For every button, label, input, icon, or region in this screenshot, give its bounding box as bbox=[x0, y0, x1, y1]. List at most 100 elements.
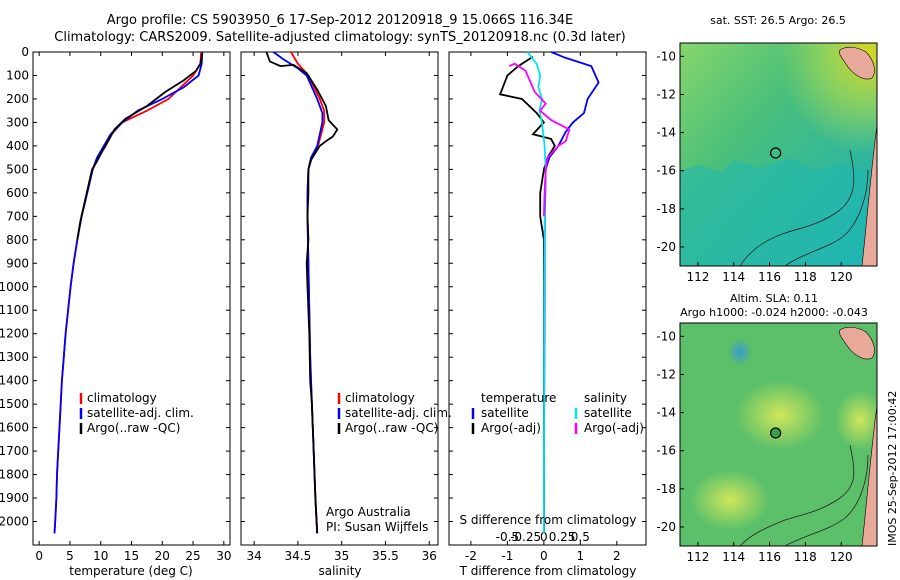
map-x-tick-label: 120 bbox=[830, 550, 853, 564]
sst-map-frame bbox=[679, 42, 878, 267]
sla-land bbox=[839, 326, 875, 360]
y-tick-label: 1100 bbox=[0, 303, 29, 317]
legend-label: Argo(-adj) bbox=[481, 421, 541, 435]
series-line-climatology bbox=[53, 51, 202, 534]
series-line-argo-raw-qc- bbox=[265, 51, 339, 534]
s-difference-axis: -0.5-0.250 0.250.5 bbox=[496, 530, 590, 544]
sla-high-region-east bbox=[835, 390, 877, 450]
x-tick-label: 36 bbox=[422, 549, 437, 563]
x-tick-label: 10 bbox=[93, 549, 108, 563]
sla-argo-position-marker bbox=[770, 427, 782, 439]
map-y-tick-label: -14 bbox=[656, 126, 676, 140]
legend-label: Argo(..raw -QC) bbox=[87, 421, 180, 435]
x-tick-label: 25 bbox=[185, 549, 200, 563]
sla-map-title: Altim. SLA: 0.11 bbox=[730, 292, 818, 305]
imos-credit: IMOS 25-Sep-2012 17:00:42 bbox=[886, 391, 899, 546]
map-x-tick-label: 116 bbox=[758, 550, 781, 564]
map-x-tick-label: 118 bbox=[794, 550, 817, 564]
s-tick-label: 0 bbox=[540, 530, 548, 544]
x-tick-label: 5 bbox=[66, 549, 74, 563]
salinity-axis: 34 34.5 35 35.5 36 bbox=[246, 52, 437, 563]
y-tick-label: 700 bbox=[6, 209, 29, 223]
s-tick-label: 0.5 bbox=[571, 530, 590, 544]
map-y-tick-label: -20 bbox=[656, 240, 676, 254]
sst-land bbox=[839, 46, 875, 80]
map-y-tick-label: -18 bbox=[656, 482, 676, 496]
y-tick-label: 500 bbox=[6, 162, 29, 176]
legend-label: Argo(-adj) bbox=[584, 421, 644, 435]
legend-label: Argo(..raw -QC) bbox=[345, 421, 438, 435]
x-tick-label: 35 bbox=[334, 549, 349, 563]
series-line-salinity-satellite bbox=[526, 51, 547, 534]
sla-map-frame bbox=[679, 322, 878, 547]
x-tick-label: 0 bbox=[35, 549, 43, 563]
x-tick-label: -1 bbox=[501, 549, 513, 563]
x-tick-label: -2 bbox=[465, 549, 477, 563]
map-y-tick-label: -20 bbox=[656, 520, 676, 534]
difference-panel: -2 -1 0 1 2 -0.5-0.250 0.250.5 temperature sat… bbox=[448, 51, 647, 578]
x-tick-label: 34.5 bbox=[285, 549, 312, 563]
series-line-satellite-adj-clim- bbox=[53, 51, 204, 534]
legend-label: satellite bbox=[584, 406, 632, 420]
sst-map-title: sat. SST: 26.5 Argo: 26.5 bbox=[710, 14, 846, 27]
map-x-tick-label: 112 bbox=[686, 550, 709, 564]
y-tick-label: 1900 bbox=[0, 491, 29, 505]
x-tick-label: 1 bbox=[577, 549, 585, 563]
t-difference-axis-label: T difference from climatology bbox=[459, 564, 637, 578]
salinity-axis-label: salinity bbox=[318, 564, 361, 578]
map-x-tick-label: 118 bbox=[794, 270, 817, 284]
temperature-panel: 0100200300400500600700800900100011001200… bbox=[0, 45, 231, 578]
map-x-tick-label: 116 bbox=[758, 270, 781, 284]
sst-argo-position-marker bbox=[770, 147, 782, 159]
s-tick-label: 0.25 bbox=[549, 530, 576, 544]
x-tick-label: 2 bbox=[613, 549, 621, 563]
sst-map-panel: sat. SST: 26.5 Argo: 26.5 112 114 116 118 12… bbox=[656, 14, 878, 284]
map-x-tick-label: 114 bbox=[722, 550, 745, 564]
y-tick-label: 0 bbox=[21, 45, 29, 59]
map-y-tick-label: -10 bbox=[656, 49, 676, 63]
x-tick-label: 34 bbox=[246, 549, 261, 563]
s-difference-axis-label: S difference from climatology bbox=[460, 513, 637, 527]
temperature-axis-label: temperature (deg C) bbox=[69, 564, 192, 578]
y-tick-label: 1800 bbox=[0, 468, 29, 482]
map-y-tick-label: -18 bbox=[656, 202, 676, 216]
series-line-satellite-adj-clim- bbox=[272, 51, 324, 534]
series-line-temperature-argo-adj- bbox=[498, 55, 556, 534]
figure-title-line-1: Argo profile: CS 5903950_6 17-Sep-2012 2… bbox=[106, 13, 574, 28]
legend-label: climatology bbox=[87, 391, 157, 405]
y-tick-label: 200 bbox=[6, 92, 29, 106]
sst-shelf-contour bbox=[739, 149, 855, 266]
depth-axis: 0 100 200 300 400 500 600 700 800 900 1000 1100 1200… bbox=[0, 45, 230, 529]
difference-legend: temperaturesatelliteArgo(-adj)salinitysa… bbox=[471, 391, 644, 435]
y-tick-label: 1200 bbox=[0, 327, 29, 341]
argo-australia-label: Argo Australia bbox=[326, 505, 411, 519]
t-difference-axis: -2 -1 0 1 2 bbox=[465, 52, 621, 563]
x-tick-label: 20 bbox=[155, 549, 170, 563]
map-x-tick-label: 114 bbox=[722, 270, 745, 284]
temperature-series bbox=[53, 51, 204, 534]
y-tick-label: 1600 bbox=[0, 421, 29, 435]
y-tick-label: 1500 bbox=[0, 397, 29, 411]
legend-label: satellite-adj. clim. bbox=[345, 406, 452, 420]
y-tick-label: 1300 bbox=[0, 350, 29, 364]
y-tick-label: 1000 bbox=[0, 280, 29, 294]
salinity-panel: 34 34.5 35 35.5 36 climatologysatellite-adj.… bbox=[240, 51, 452, 578]
series-line-argo-raw-qc- bbox=[76, 53, 204, 240]
series-line-salinity-argo-adj- bbox=[508, 62, 571, 217]
map-y-tick-label: -16 bbox=[656, 164, 676, 178]
map-y-tick-label: -10 bbox=[656, 329, 676, 343]
sla-map-axes: 112 114 116 118 120 -10 -12 -14 -16 -18 -20 bbox=[656, 329, 852, 564]
y-tick-label: 1700 bbox=[0, 444, 29, 458]
y-tick-label: 600 bbox=[6, 186, 29, 200]
salinity-plot-frame bbox=[240, 51, 439, 546]
s-tick-label: -0.5 bbox=[496, 530, 519, 544]
sla-coast-contour bbox=[784, 454, 869, 546]
temperature-axis: 0 5 10 15 20 25 30 bbox=[35, 52, 231, 563]
map-y-tick-label: -14 bbox=[656, 406, 676, 420]
legend-heading: temperature bbox=[481, 391, 556, 405]
y-tick-label: 800 bbox=[6, 233, 29, 247]
map-x-tick-label: 120 bbox=[830, 270, 853, 284]
difference-plot-frame bbox=[448, 51, 647, 546]
